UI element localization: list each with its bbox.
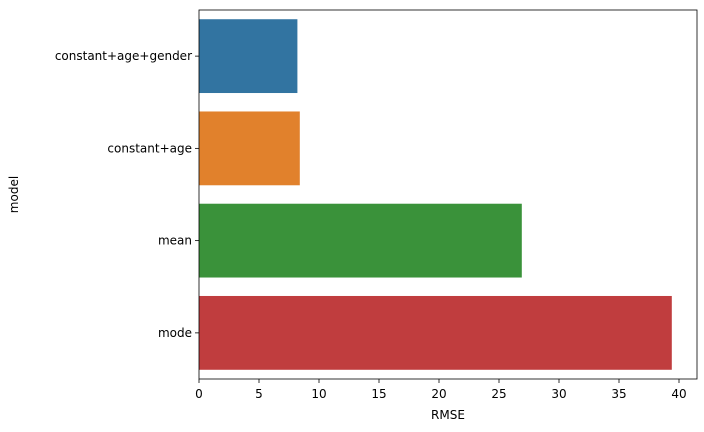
- y-tick-label: mode: [158, 326, 192, 340]
- x-tick-label: 10: [311, 387, 326, 401]
- x-tick-label: 0: [195, 387, 203, 401]
- x-tick-label: 5: [255, 387, 263, 401]
- x-tick-label: 25: [491, 387, 506, 401]
- y-axis-label: model: [7, 176, 21, 213]
- y-tick-label: mean: [158, 234, 192, 248]
- bar-3: [199, 295, 672, 370]
- x-tick-label: 30: [551, 387, 566, 401]
- bar-1: [199, 111, 300, 186]
- x-tick-label: 15: [371, 387, 386, 401]
- plot-frame: [198, 9, 698, 380]
- x-tick-label: 35: [611, 387, 626, 401]
- x-tick-label: 40: [671, 387, 686, 401]
- x-tick-label: 20: [431, 387, 446, 401]
- y-axis-ticks: constant+age+gender constant+age mean mode: [55, 49, 199, 340]
- bar-2: [199, 203, 522, 278]
- bars-group: [199, 19, 672, 370]
- x-axis-label: RMSE: [431, 408, 465, 422]
- y-tick-label: constant+age: [107, 141, 192, 155]
- x-axis-ticks: 0 5 10 15 20 25 30 35 40: [195, 379, 687, 401]
- bar-0: [199, 19, 298, 94]
- y-tick-label: constant+age+gender: [55, 49, 192, 63]
